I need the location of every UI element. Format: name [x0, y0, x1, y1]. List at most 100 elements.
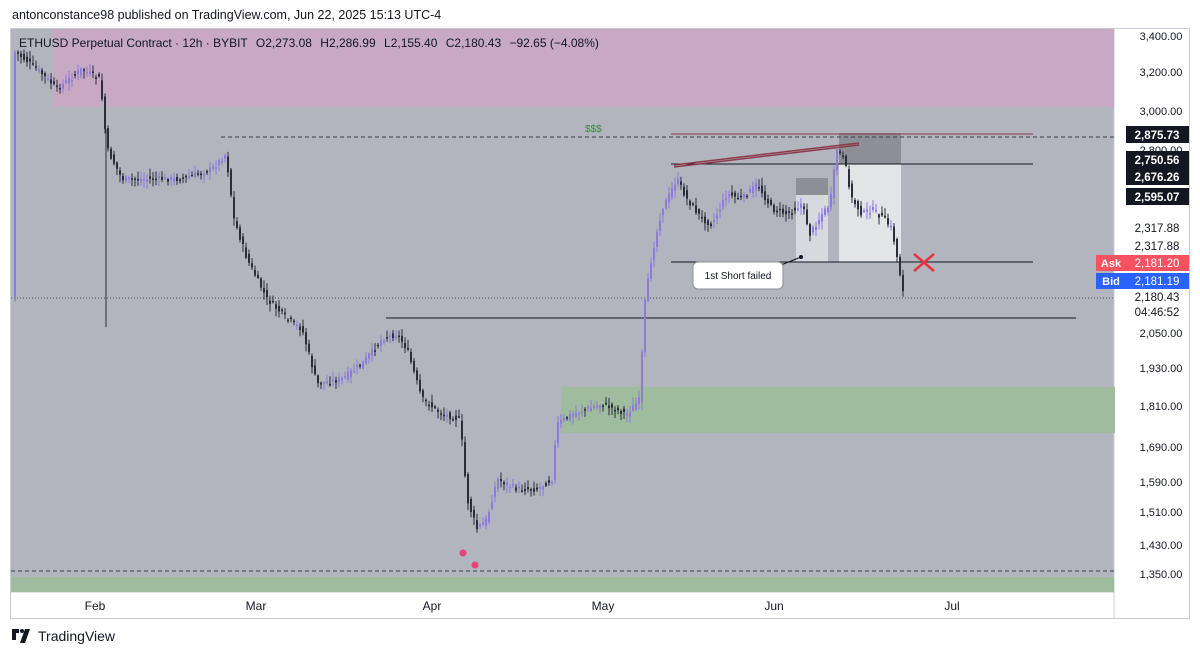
candle-body: [14, 51, 16, 300]
candle-body: [608, 405, 610, 409]
candle-body: [359, 364, 361, 367]
candle-body: [323, 382, 325, 384]
candle-body: [446, 414, 448, 417]
candle-body: [803, 206, 805, 210]
candle-body: [554, 444, 556, 480]
time-axis-labels: Feb Mar Apr May Jun Jul: [85, 599, 960, 613]
candle-body: [311, 355, 313, 368]
wedge-lower-line[interactable]: [673, 144, 860, 168]
demand-zone[interactable]: [561, 387, 1115, 433]
candle-body: [596, 405, 598, 408]
candle-body: [182, 177, 184, 180]
price-tick-label: 3,200.00: [1140, 67, 1183, 79]
candle-body: [635, 403, 637, 410]
candle-body: [242, 236, 244, 244]
candle-body: [95, 77, 97, 79]
ohlc-change: −92.65 (−4.08%): [509, 36, 598, 50]
price-label: 2,317.88: [1135, 241, 1180, 253]
candle-body: [524, 489, 526, 492]
candle-body: [902, 275, 904, 292]
candle-body: [731, 192, 733, 196]
candle-body: [368, 353, 370, 359]
candle-body: [17, 51, 19, 54]
price-tick-label: 1,590.00: [1140, 477, 1183, 489]
candle-body: [671, 188, 673, 198]
candle-body: [767, 198, 769, 204]
candle-body: [80, 68, 82, 75]
publish-info: antonconstance98 published on TradingVie…: [12, 8, 442, 22]
candle-body: [284, 312, 286, 315]
chart-area[interactable]: $$$ 1st Short failed ETHUSD Perpetual Co…: [10, 28, 1190, 619]
candle-body: [536, 487, 538, 490]
candlestick-series[interactable]: [14, 49, 904, 533]
candle-body: [419, 379, 421, 392]
candle-body: [770, 199, 772, 205]
candle-body: [812, 226, 814, 233]
candle-body: [98, 74, 100, 77]
candle-body: [176, 177, 178, 181]
failed-trade-cross[interactable]: [913, 253, 935, 272]
candle-body: [782, 208, 784, 214]
swing-low-dot[interactable]: [471, 561, 479, 569]
candle-body: [83, 69, 85, 71]
candle-body: [38, 69, 40, 72]
swing-low-dot[interactable]: [459, 549, 467, 557]
candle-body: [842, 155, 844, 157]
candle-body: [320, 382, 322, 385]
candle-body: [839, 151, 841, 153]
time-axis-label: Feb: [85, 599, 106, 613]
price-chart[interactable]: $$$ 1st Short failed ETHUSD Perpetual Co…: [11, 29, 1190, 619]
candle-body: [401, 335, 403, 342]
supply-zone[interactable]: [53, 29, 1114, 107]
time-axis-label: Jul: [944, 599, 959, 613]
candle-body: [863, 210, 865, 212]
candle-body: [605, 402, 607, 405]
candle-body: [44, 73, 46, 77]
candle-body: [617, 407, 619, 411]
time-axis-background[interactable]: [11, 592, 1114, 619]
price-label: 2,750.56: [1135, 155, 1180, 167]
ask-label: Ask 2,181.20: [1096, 255, 1189, 271]
symbol-info[interactable]: ETHUSD Perpetual Contract · 12h · BYBIT …: [19, 36, 599, 50]
bottom-demand-zone[interactable]: [11, 577, 1114, 592]
candle-body: [713, 220, 715, 223]
candle-body: [860, 205, 862, 216]
candle-body: [728, 194, 730, 197]
price-label: 2,595.07: [1135, 192, 1180, 204]
candle-body: [35, 66, 37, 68]
candle-body: [881, 212, 883, 216]
candle-body: [650, 263, 652, 279]
candle-body: [476, 520, 478, 530]
candle-body: [158, 176, 160, 179]
candle-body: [407, 347, 409, 350]
candle-body: [191, 175, 193, 177]
price-label-box: [1126, 151, 1189, 168]
candle-body: [200, 173, 202, 176]
candle-body: [551, 481, 553, 484]
candle-body: [398, 335, 400, 338]
candle-body: [515, 487, 517, 491]
candle-body: [332, 379, 334, 382]
candle-body: [527, 487, 529, 490]
candle-body: [680, 181, 682, 185]
ohlc-open: O2,273.08: [256, 36, 312, 50]
candle-body: [788, 211, 790, 213]
annotation-box[interactable]: [692, 261, 784, 290]
candle-body: [815, 226, 817, 230]
candle-body: [530, 489, 532, 491]
ohlc-low: L2,155.40: [384, 36, 438, 50]
short-position-box-2-stop[interactable]: [839, 133, 901, 164]
candle-body: [71, 79, 73, 82]
short-position-box-1-stop[interactable]: [796, 178, 828, 195]
candle-body: [239, 227, 241, 240]
candle-body: [275, 304, 277, 309]
candle-body: [251, 263, 253, 268]
wedge-upper-line[interactable]: [673, 142, 860, 166]
candle-body: [725, 198, 727, 201]
candle-body: [206, 171, 208, 173]
annotation-anchor: [799, 255, 803, 259]
candle-body: [491, 501, 493, 509]
candle-body: [386, 337, 388, 339]
candle-body: [800, 204, 802, 208]
candle-body: [722, 199, 724, 208]
